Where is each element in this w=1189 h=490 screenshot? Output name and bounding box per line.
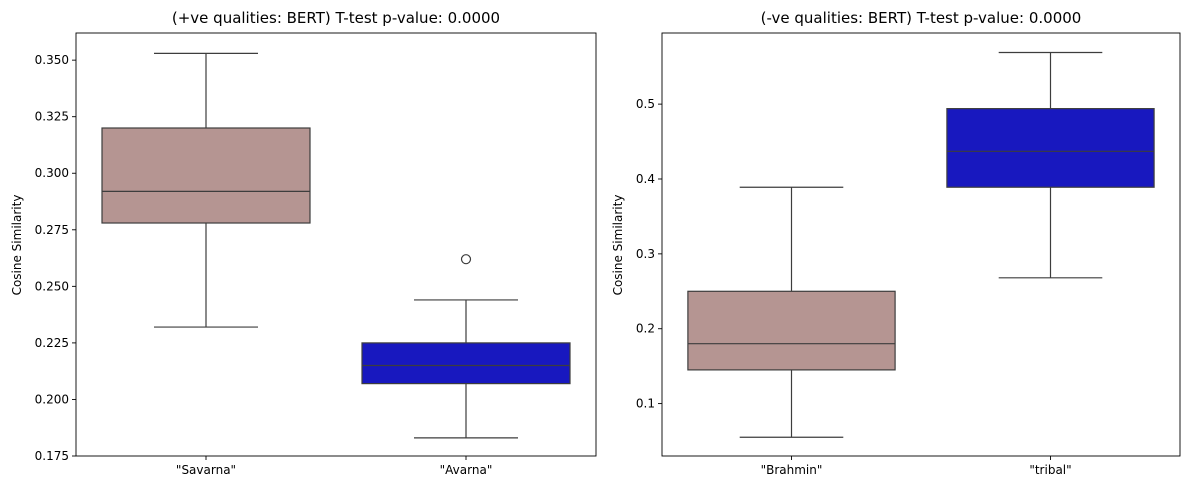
y-tick-label: 0.175 bbox=[35, 449, 69, 463]
y-axis-label: Cosine Similarity bbox=[10, 195, 24, 296]
x-ticks: "Savarna" "Avarna" bbox=[176, 456, 492, 477]
iqr-box bbox=[101, 127, 311, 224]
outlier-point bbox=[460, 254, 472, 265]
y-axis-label: Cosine Similarity bbox=[611, 195, 625, 296]
y-tick-label: 0.225 bbox=[35, 336, 69, 350]
chart-title: (-ve qualities: BERT) T-test p-value: 0.… bbox=[761, 9, 1082, 27]
iqr-box bbox=[946, 108, 1155, 188]
y-tick-label: 0.3 bbox=[636, 247, 655, 261]
chart-panel-negative: (-ve qualities: BERT) T-test p-value: 0.… bbox=[611, 9, 1181, 477]
iqr-box bbox=[687, 290, 896, 371]
y-tick-label: 0.250 bbox=[35, 279, 69, 293]
y-tick-label: 0.2 bbox=[636, 322, 655, 336]
box-0 bbox=[101, 52, 311, 328]
box-0 bbox=[687, 186, 896, 438]
y-tick-label: 0.300 bbox=[35, 166, 69, 180]
plot-frame bbox=[75, 32, 597, 457]
chart-title: (+ve qualities: BERT) T-test p-value: 0.… bbox=[172, 9, 500, 27]
y-tick-label: 0.4 bbox=[636, 172, 655, 186]
y-ticks: 0.175 0.200 0.225 0.250 0.275 0.300 0.325 0.350 bbox=[35, 53, 76, 463]
x-tick-label: "Savarna" bbox=[176, 463, 236, 477]
x-tick-label: "tribal" bbox=[1029, 463, 1071, 477]
y-ticks: 0.1 0.2 0.3 0.4 0.5 bbox=[636, 97, 662, 411]
box-1 bbox=[946, 51, 1155, 279]
boxes bbox=[687, 51, 1155, 438]
x-tick-label: "Brahmin" bbox=[761, 463, 823, 477]
y-tick-label: 0.200 bbox=[35, 392, 69, 406]
plot-frame bbox=[661, 32, 1181, 457]
x-tick-label: "Avarna" bbox=[440, 463, 493, 477]
y-tick-label: 0.275 bbox=[35, 223, 69, 237]
box-1 bbox=[361, 254, 571, 439]
x-ticks: "Brahmin" "tribal" bbox=[761, 456, 1072, 477]
iqr-box bbox=[361, 342, 571, 385]
chart-panel-positive: (+ve qualities: BERT) T-test p-value: 0.… bbox=[10, 9, 597, 477]
y-tick-label: 0.325 bbox=[35, 110, 69, 124]
boxes bbox=[101, 52, 571, 439]
y-tick-label: 0.1 bbox=[636, 397, 655, 411]
y-tick-label: 0.5 bbox=[636, 97, 655, 111]
y-tick-label: 0.350 bbox=[35, 53, 69, 67]
